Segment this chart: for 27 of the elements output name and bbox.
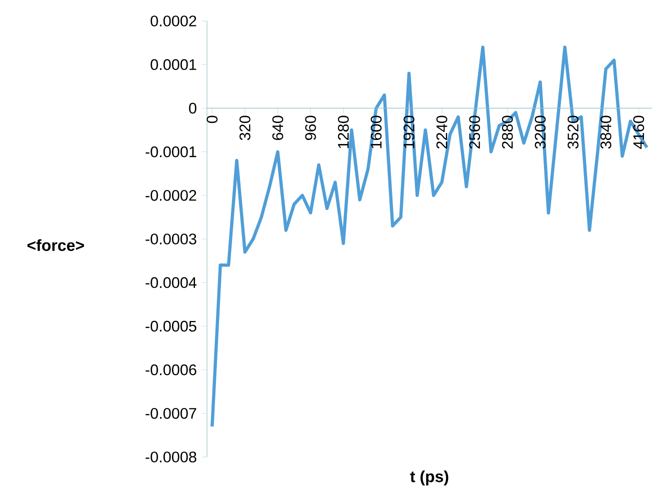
y-tick-label: 0.0001 bbox=[150, 59, 196, 70]
x-tick-label: 4160 bbox=[633, 116, 644, 149]
y-tick-label: -0.0003 bbox=[146, 234, 196, 244]
x-tick-label: 3200 bbox=[534, 116, 546, 149]
x-tick-label: 1600 bbox=[370, 116, 382, 148]
x-tick-label: 2880 bbox=[502, 116, 513, 148]
y-tick-label: -0.0004 bbox=[146, 277, 196, 288]
x-tick-label: 640 bbox=[272, 116, 284, 140]
x-tick-label: 2560 bbox=[469, 116, 480, 148]
x-tick-label: 1920 bbox=[404, 116, 414, 148]
x-tick-label: 3840 bbox=[600, 116, 612, 149]
x-tick-label: 3520 bbox=[568, 116, 578, 149]
x-axis-title: t (ps) bbox=[410, 470, 448, 486]
y-tick-label: -0.0001 bbox=[146, 146, 196, 158]
y-tick-label: -0.0007 bbox=[146, 408, 196, 419]
y-tick-label: 0.0002 bbox=[150, 16, 196, 26]
x-tick-label: 2240 bbox=[436, 116, 448, 148]
y-tick-label: -0.0006 bbox=[146, 364, 196, 376]
x-tick-label: 960 bbox=[305, 116, 316, 140]
x-tick-label: 1280 bbox=[338, 116, 349, 148]
y-tick-label: -0.0002 bbox=[146, 190, 196, 201]
x-tick-label: 0 bbox=[206, 116, 218, 124]
y-tick-label: 0 bbox=[189, 102, 196, 114]
y-tick-label: -0.0005 bbox=[146, 320, 196, 332]
x-tick-label: 320 bbox=[240, 116, 250, 140]
y-tick-label: -0.0008 bbox=[146, 452, 196, 462]
y-axis-title: <force> bbox=[27, 239, 84, 251]
